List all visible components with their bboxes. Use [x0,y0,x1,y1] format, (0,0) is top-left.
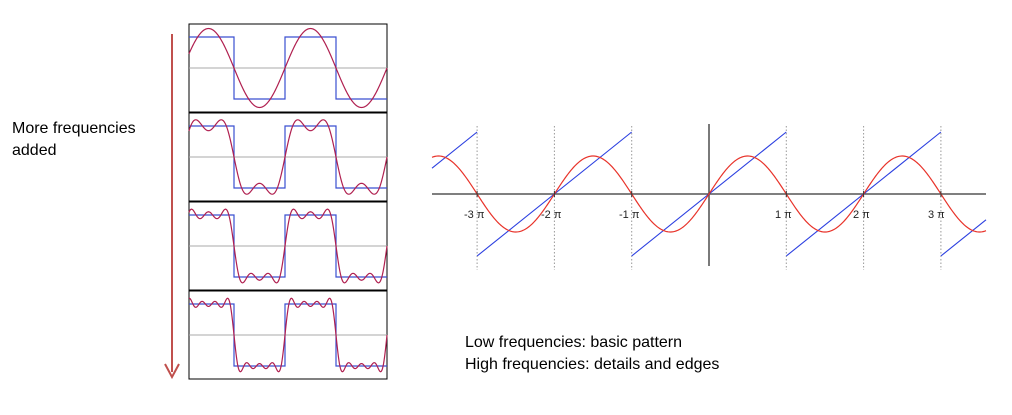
tick-label-neg2pi: -2 π [541,209,562,221]
panel-4 [188,290,388,380]
left-caption-line-2: added [12,142,57,159]
sawtooth-segment [940,219,987,257]
sine-sawtooth-plot: -3 π -2 π -1 π 1 π 2 π 3 π [431,124,987,270]
fourier-approximation-curve [188,27,388,109]
pi-tick-marks [476,191,942,197]
fourier-approximation-curve [188,297,388,373]
panel-3 [188,201,388,291]
tick-label-2pi: 2 π [853,209,870,221]
more-frequencies-arrow [164,34,180,380]
sine-wave [431,155,987,233]
frequency-summary-caption: Low frequencies: basic pattern High freq… [465,332,719,376]
square-wave-approximation-panels [188,23,388,380]
bottom-caption-line-2: High frequencies: details and edges [465,356,720,373]
tick-label-3pi: 3 π [928,209,945,221]
pi-tick-labels: -3 π -2 π -1 π 1 π 2 π 3 π [464,209,945,221]
sawtooth-segment [431,131,478,169]
fourier-approximation-curve [188,119,388,195]
fourier-approximation-curve [188,208,388,284]
more-frequencies-caption: More frequencies added [12,118,136,162]
tick-label-neg1pi: -1 π [619,209,640,221]
tick-label-neg3pi: -3 π [464,209,485,221]
tick-label-1pi: 1 π [775,209,792,221]
panel-2 [188,112,388,202]
bottom-caption-line-1: Low frequencies: basic pattern [465,334,683,351]
pi-gridlines [476,126,942,270]
panel-1 [188,23,388,113]
left-caption-line-1: More frequencies [12,120,136,137]
